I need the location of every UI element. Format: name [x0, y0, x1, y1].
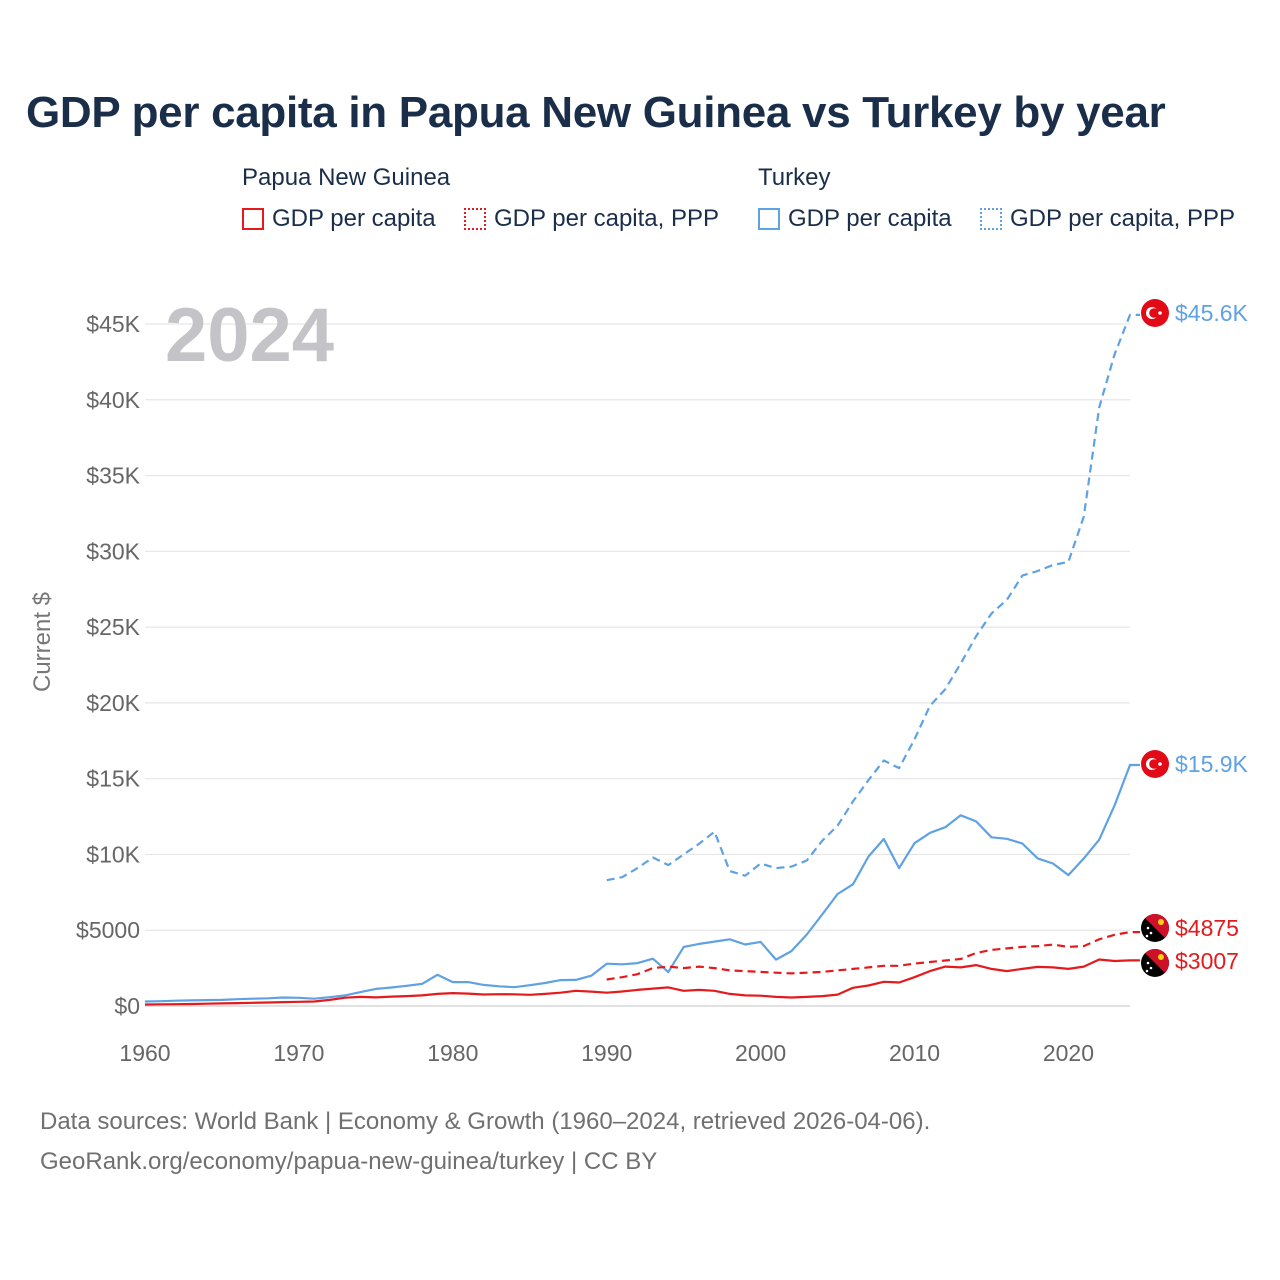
papua-new-guinea-flag-icon	[1141, 914, 1169, 942]
end-label-png-ppp: $4875	[1175, 915, 1239, 941]
y-tick-label: $10K	[86, 841, 140, 867]
legend-swatch-solid-red	[242, 208, 264, 230]
y-tick-label: $30K	[86, 538, 140, 564]
papua-new-guinea-flag-icon	[1141, 949, 1169, 977]
legend-swatch-dotted-red	[464, 208, 486, 230]
x-tick-label: 1960	[119, 1040, 170, 1066]
axis-ticks: $0 $5000 $10K $15K $20K $25K $30K $35K $40K $45K 1…	[76, 311, 1094, 1066]
x-tick-label: 1970	[273, 1040, 324, 1066]
legend-label: GDP per capita	[788, 205, 952, 232]
series-line-papua-new-guinea-gdp-per-capita[interactable]	[144, 958, 1140, 1006]
legend-item-turkey-gdp-ppp[interactable]: GDP per capita, PPP	[980, 204, 1235, 234]
x-tick-label: 1990	[581, 1040, 632, 1066]
y-tick-label: $0	[114, 993, 140, 1019]
x-tick-label: 2010	[889, 1040, 940, 1066]
y-tick-label: $45K	[86, 311, 140, 337]
legend-item-turkey-gdp[interactable]: GDP per capita	[758, 204, 952, 234]
y-axis-title: Current $	[29, 592, 56, 692]
chart-title: GDP per capita in Papua New Guinea vs Tu…	[26, 88, 1166, 137]
y-tick-label: $35K	[86, 463, 140, 489]
legend-label: GDP per capita, PPP	[1010, 205, 1235, 232]
series-line-turkey-gdp-per-capita[interactable]	[144, 763, 1140, 1003]
series-line-turkey-gdp-per-capita-ppp[interactable]	[606, 313, 1140, 882]
x-tick-label: 1980	[427, 1040, 478, 1066]
footer-sources: Data sources: World Bank | Economy & Gro…	[40, 1108, 931, 1135]
legend-label: GDP per capita, PPP	[494, 205, 719, 232]
series-line-papua-new-guinea-gdp-per-capita-ppp[interactable]	[606, 930, 1140, 981]
legend-group-papua-new-guinea: Papua New Guinea	[242, 164, 451, 191]
legend-label: GDP per capita	[272, 205, 436, 232]
legend-item-png-gdp[interactable]: GDP per capita	[242, 204, 436, 234]
turkey-flag-icon	[1141, 299, 1169, 327]
legend-group-turkey: Turkey	[758, 164, 831, 191]
end-label-png-gdp: $3007	[1175, 948, 1239, 974]
end-label-turkey-ppp: $45.6K	[1175, 300, 1249, 326]
series	[144, 313, 1140, 1006]
year-label: 2024	[165, 293, 335, 378]
y-tick-label: $5000	[76, 917, 140, 943]
legend-swatch-solid-blue	[758, 208, 780, 230]
legend-swatch-dotted-blue	[980, 208, 1002, 230]
turkey-flag-icon	[1141, 750, 1169, 778]
y-tick-label: $40K	[86, 387, 140, 413]
y-tick-label: $20K	[86, 690, 140, 716]
grid	[145, 323, 1130, 1007]
legend-item-png-gdp-ppp[interactable]: GDP per capita, PPP	[464, 204, 719, 234]
y-tick-label: $25K	[86, 614, 140, 640]
footer-attribution[interactable]: GeoRank.org/economy/papua-new-guinea/tur…	[40, 1148, 658, 1175]
x-tick-label: 2020	[1043, 1040, 1094, 1066]
y-tick-label: $15K	[86, 766, 140, 792]
end-label-turkey-gdp: $15.9K	[1175, 751, 1249, 777]
x-tick-label: 2000	[735, 1040, 786, 1066]
